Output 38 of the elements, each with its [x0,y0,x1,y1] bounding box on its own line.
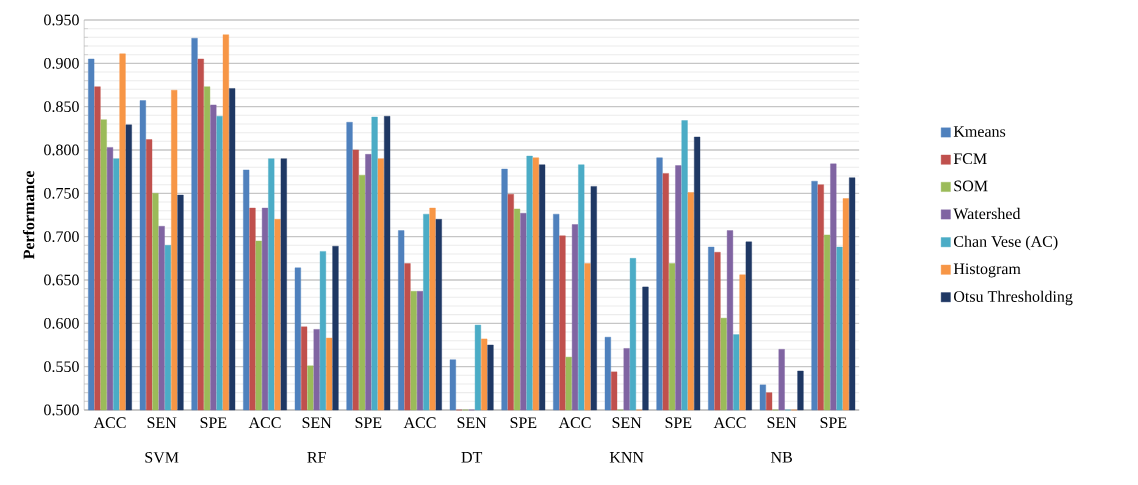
x-tick-label: SPE [355,417,382,429]
y-tick-label: 0.800 [44,144,79,156]
y-tick-label: 0.550 [44,361,79,373]
x-tick-label: ACC [248,417,281,429]
y-tick-label: 0.600 [44,317,79,329]
y-tick-label: 0.950 [44,14,79,26]
x-tick-label: SPE [510,417,537,429]
y-tick-label: 0.700 [44,231,79,243]
legend-label: Otsu Thresholding [953,290,1073,306]
text: RF [307,452,326,463]
text: KNN [609,452,644,463]
x-tick-label: SEN [147,417,177,429]
legend-label: SOM [954,180,988,192]
x-tick-label: SEN [767,417,797,429]
y-tick-label: 0.650 [44,274,79,286]
legend-label: Kmeans [953,126,1006,137]
x-tick-label: SEN [457,417,487,429]
text: DT [461,452,483,463]
text: NB [771,452,792,463]
legend-label: FCM [953,153,987,165]
x-tick-label: SEN [302,417,332,429]
x-tick-label: SEN [612,417,642,429]
x-tick-label: SPE [820,417,847,429]
x-tick-label: ACC [713,417,746,429]
x-tick-label: ACC [558,417,591,429]
text: SVM [145,452,179,463]
y-tick-label: 0.850 [44,101,79,113]
legend-label: Watershed [953,207,1021,220]
y-tick-label: 0.500 [44,404,79,416]
y-tick-label: 0.900 [44,57,79,69]
x-tick-label: ACC [93,417,126,429]
y-tick-label: 0.750 [44,187,79,199]
legend-label: Chan Vese (AC) [953,235,1058,251]
y-axis-title: Performance [22,170,35,260]
legend-label: Histogram [953,263,1021,278]
x-tick-label: SPE [665,417,692,429]
x-tick-label: SPE [200,417,227,429]
x-tick-label: ACC [403,417,436,429]
